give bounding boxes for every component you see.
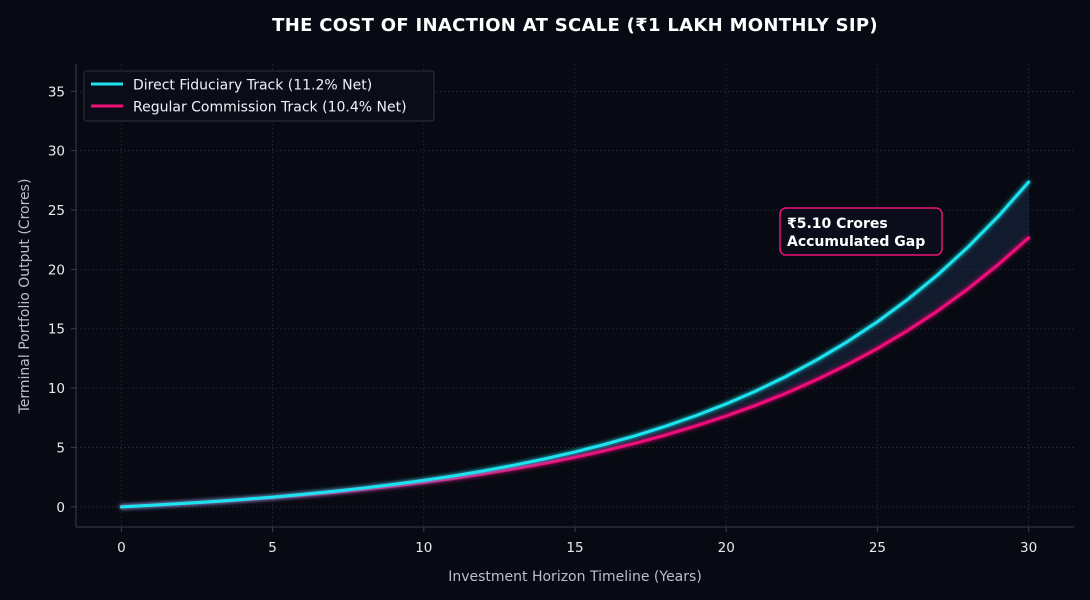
y-tick-label: 10 bbox=[48, 381, 65, 397]
legend: Direct Fiduciary Track (11.2% Net) Regul… bbox=[83, 70, 435, 122]
tick-labels: 0 5 10 15 20 25 30 0 5 10 15 20 25 30 35 bbox=[48, 84, 1037, 556]
x-tick-label: 30 bbox=[1020, 540, 1037, 556]
x-tick-label: 5 bbox=[268, 540, 277, 556]
y-axis-label: Terminal Portfolio Output (Crores) bbox=[17, 179, 33, 415]
legend-box bbox=[83, 70, 435, 122]
series-line-direct bbox=[119, 180, 1031, 509]
chart-title: THE COST OF INACTION AT SCALE (₹1 LAKH M… bbox=[272, 15, 878, 36]
annotation-box bbox=[779, 207, 943, 256]
x-tick-label: 20 bbox=[718, 540, 735, 556]
y-tick-label: 20 bbox=[48, 262, 65, 278]
x-axis-label: Investment Horizon Timeline (Years) bbox=[448, 569, 702, 585]
y-tick-label: 15 bbox=[48, 322, 65, 338]
gap-fill-polygon bbox=[121, 182, 1029, 507]
series-lines bbox=[119, 180, 1031, 509]
y-tick-label: 35 bbox=[48, 84, 65, 100]
grid-lines bbox=[76, 64, 1074, 527]
x-tick-label: 15 bbox=[566, 540, 583, 556]
y-tick-label: 25 bbox=[48, 203, 65, 219]
axes bbox=[71, 64, 1074, 532]
legend-label-direct: Direct Fiduciary Track (11.2% Net) bbox=[133, 78, 372, 94]
x-tick-label: 10 bbox=[415, 540, 432, 556]
x-tick-label: 25 bbox=[869, 540, 886, 556]
y-tick-label: 5 bbox=[56, 440, 65, 456]
annotation-line-2: Accumulated Gap bbox=[787, 234, 925, 250]
legend-label-regular: Regular Commission Track (10.4% Net) bbox=[133, 100, 407, 116]
y-tick-label: 30 bbox=[48, 144, 65, 160]
y-tick-label: 0 bbox=[56, 500, 65, 516]
x-tick-label: 0 bbox=[117, 540, 126, 556]
annotation-line-1: ₹5.10 Crores bbox=[787, 216, 888, 232]
gap-annotation: ₹5.10 Crores Accumulated Gap bbox=[779, 207, 943, 256]
gap-fill-area bbox=[121, 182, 1029, 507]
